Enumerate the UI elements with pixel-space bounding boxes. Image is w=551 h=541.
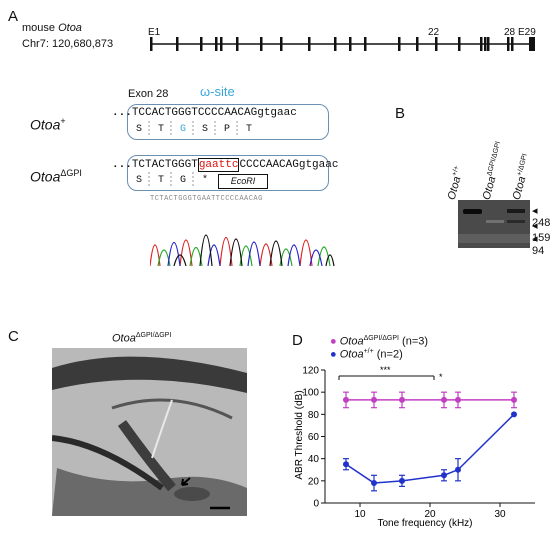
wt-allele-label: Otoa+ (30, 116, 66, 133)
mut-aa-g: G (180, 175, 187, 186)
wt-aa-g: G (180, 124, 187, 135)
ecori-box: EcoRI (218, 174, 268, 189)
sig-one-star: * (439, 372, 443, 382)
wt-aa-t: T (158, 124, 165, 135)
chromatogram-bases: TCTACTGGGTGAATTCCCCAACAG (150, 195, 263, 203)
panel-c-label: C (8, 328, 19, 345)
y-axis-label: ABR Threshold (dB) (294, 390, 305, 479)
data-point (441, 396, 447, 403)
data-point (399, 396, 405, 403)
exon-label-22: 22 (428, 27, 440, 38)
data-point (455, 466, 461, 473)
exon-label-e29: E29 (518, 27, 536, 38)
panel-d-label: D (292, 332, 303, 349)
data-point (371, 480, 377, 487)
data-point (399, 477, 405, 484)
mut-aa-stop: * (202, 175, 209, 186)
x-axis-label: Tone frequency (kHz) (377, 518, 472, 529)
lane2-label: OtoaΔGPI/ΔGPI (480, 140, 503, 202)
mut-sequence-box (127, 155, 329, 191)
sig-three-star: *** (380, 365, 391, 375)
legend-entry-wt: ● Otoa+/+ (n=2) (330, 348, 403, 361)
band-248: ◂ 248 (532, 205, 551, 229)
wt-aa-s: S (136, 124, 143, 135)
data-point (511, 396, 517, 403)
exon28-label: Exon 28 (128, 88, 169, 100)
abr-chart: 0 20 40 60 80 100 120 10 20 30 *** * ABR Threshol… (294, 365, 535, 529)
legend-entry-mut: ● OtoaΔGPI/ΔGPI (n=3) (330, 335, 429, 348)
omega-site-label: ω-site (200, 84, 235, 99)
mut-aa-t: T (158, 175, 165, 186)
panel-a-label: A (8, 8, 19, 25)
mut-sequence: ...TCTACTGGGTgaattcCCCCAACAGgtgaac (112, 158, 339, 172)
gene-name: mouse Otoa (22, 22, 82, 34)
data-point (511, 411, 517, 418)
y-tick-label: 120 (302, 366, 319, 377)
wt-sequence-box (127, 104, 329, 140)
gene-structure (150, 37, 535, 51)
y-tick-label: 60 (308, 432, 320, 443)
panel-c-title: OtoaΔGPI/ΔGPI (112, 332, 172, 345)
x-tick-label: 10 (354, 509, 366, 520)
cochlea-micrograph (52, 348, 247, 516)
y-tick-label: 0 (313, 499, 319, 510)
gel-image (458, 200, 530, 248)
band-159: ◂ 159 (532, 220, 551, 244)
wt-aa-p: P (224, 124, 231, 135)
panel-b-label: B (395, 105, 406, 122)
wt-codon-dividers (148, 121, 238, 135)
data-point (371, 396, 377, 403)
exon-label-28: 28 (504, 27, 516, 38)
series-line (345, 413, 515, 484)
data-point (343, 396, 349, 403)
y-tick-label: 100 (302, 388, 319, 399)
x-tick-label: 20 (424, 509, 436, 520)
lane1-label: Otoa+/+ (445, 165, 464, 202)
sanger-chromatogram (150, 234, 335, 267)
y-tick-label: 80 (308, 410, 320, 421)
exon-label-e1: E1 (148, 27, 161, 38)
band-94: ◂ 94 (532, 233, 545, 257)
x-tick-label: 30 (494, 509, 506, 520)
chromosome-position: Chr7: 120,680,873 (22, 38, 114, 50)
data-point (441, 472, 447, 479)
mut-allele-label: OtoaΔGPI (30, 168, 82, 185)
data-point (455, 396, 461, 403)
data-point (343, 461, 349, 468)
wt-sequence: ...TCCACTGGGTCCCCAACAGgtgaac (112, 107, 297, 119)
y-tick-label: 40 (308, 454, 320, 465)
wt-aa-s2: S (202, 124, 209, 135)
wt-aa-t2: T (246, 124, 253, 135)
y-tick-label: 20 (308, 476, 320, 487)
mut-codon-dividers (148, 172, 194, 186)
mut-aa-s: S (136, 175, 143, 186)
lane3-label: Otoa+/ΔGPI (510, 152, 529, 202)
